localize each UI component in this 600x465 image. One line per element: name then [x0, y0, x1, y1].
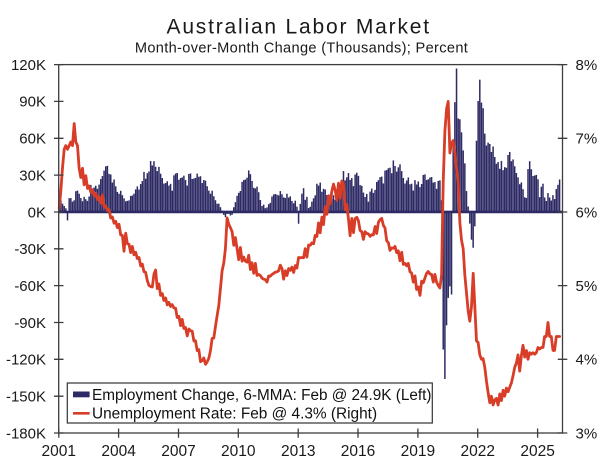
svg-text:0K: 0K [28, 204, 46, 221]
svg-text:2022: 2022 [460, 443, 494, 460]
svg-text:6%: 6% [576, 204, 598, 221]
svg-text:2001: 2001 [42, 443, 76, 460]
svg-text:2010: 2010 [221, 443, 256, 460]
svg-text:7%: 7% [576, 131, 598, 148]
svg-text:-120K: -120K [6, 352, 46, 369]
svg-text:2025: 2025 [520, 443, 554, 460]
svg-text:90K: 90K [19, 94, 46, 111]
svg-text:-30K: -30K [14, 241, 46, 258]
svg-text:Australian Labor Market: Australian Labor Market [167, 15, 431, 38]
svg-text:2019: 2019 [401, 443, 435, 460]
svg-text:Month-over-Month Change (Thous: Month-over-Month Change (Thousands); Per… [135, 40, 468, 56]
svg-text:-180K: -180K [6, 425, 46, 442]
svg-text:-150K: -150K [6, 389, 46, 406]
svg-text:5%: 5% [576, 278, 598, 295]
svg-text:120K: 120K [11, 57, 46, 74]
svg-text:3%: 3% [576, 425, 598, 442]
svg-text:Unemployment Rate: Feb @ 4.3%: Unemployment Rate: Feb @ 4.3% (Right) [92, 406, 377, 423]
svg-text:2016: 2016 [341, 443, 375, 460]
svg-text:2004: 2004 [101, 443, 136, 460]
svg-text:-90K: -90K [14, 315, 46, 332]
svg-text:30K: 30K [19, 167, 46, 184]
svg-text:Employment Change, 6-MMA: Feb: Employment Change, 6-MMA: Feb @ 24.9K (L… [92, 387, 431, 404]
svg-text:-60K: -60K [14, 278, 46, 295]
svg-text:2013: 2013 [281, 443, 315, 460]
svg-text:8%: 8% [576, 57, 598, 74]
svg-text:60K: 60K [19, 131, 46, 148]
svg-text:2007: 2007 [161, 443, 195, 460]
svg-text:4%: 4% [576, 352, 598, 369]
